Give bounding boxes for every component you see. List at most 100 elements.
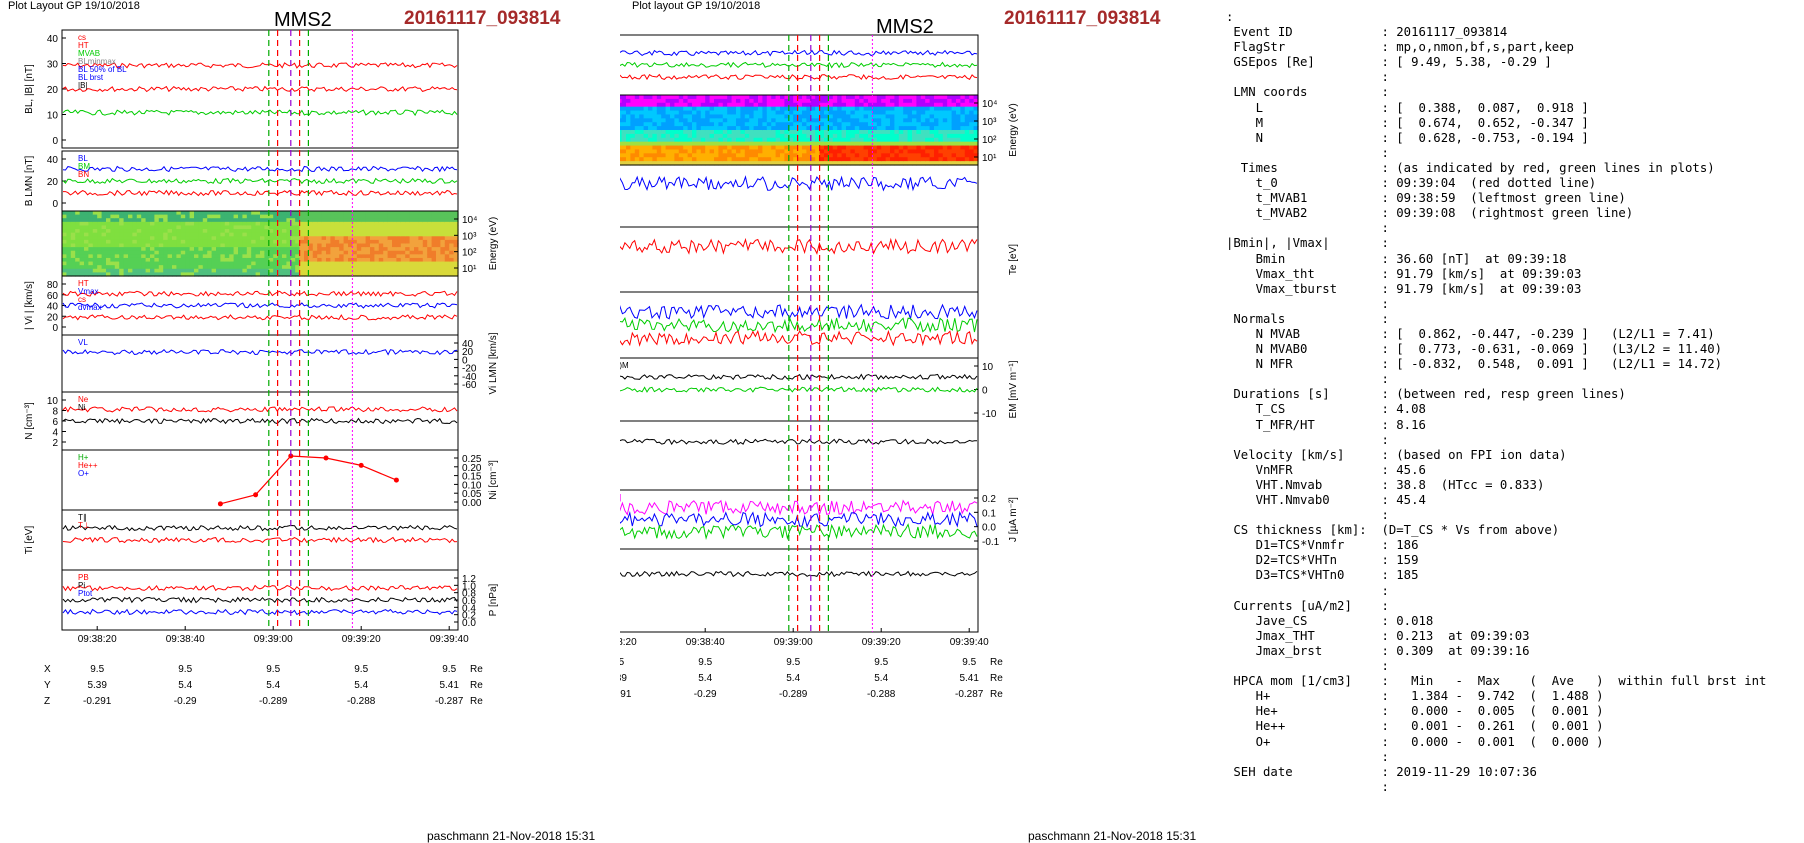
- spectrogram-cell: [246, 232, 252, 237]
- spectrogram-cell: [788, 157, 794, 162]
- spectrogram-cell: [876, 114, 882, 119]
- spectrogram-cell: [224, 268, 230, 273]
- spectrogram-cell: [264, 225, 270, 230]
- spectrogram-cell: [652, 126, 658, 131]
- spectrogram-cell: [643, 126, 649, 131]
- spectrogram-cell: [409, 218, 415, 223]
- spectrogram-cell: [339, 272, 345, 277]
- spectrogram-cell: [898, 149, 904, 154]
- spectrogram-cell: [692, 102, 697, 108]
- orbit-unit: Re: [470, 664, 483, 675]
- spectrogram-cell: [277, 243, 283, 248]
- spectrogram-cell: [780, 118, 785, 123]
- spectrogram-cell: [670, 137, 675, 143]
- spectrogram-cell: [392, 239, 397, 245]
- y-tick-label: 10³: [462, 231, 477, 242]
- spectrogram-cell: [136, 236, 142, 241]
- spectrogram-cell: [705, 98, 711, 104]
- spectrogram-cell: [876, 149, 882, 154]
- spectrogram-cell: [705, 122, 711, 127]
- spectrogram-cell: [66, 225, 72, 230]
- spectrogram-cell: [639, 122, 645, 127]
- orbit-unit: Re: [470, 680, 483, 691]
- spectrogram-cell: [863, 126, 869, 131]
- spectrogram-cell: [621, 133, 627, 139]
- spectrogram-cell: [951, 122, 957, 127]
- spectrogram-cell: [260, 261, 265, 266]
- spectrogram-cell: [740, 161, 746, 166]
- spectrogram-cell: [427, 254, 433, 259]
- spectrogram-cell: [841, 102, 847, 108]
- spectrogram-cell: [255, 229, 261, 234]
- spectrogram-cell: [304, 243, 309, 248]
- spectrogram-cell: [251, 268, 257, 273]
- spectrogram-cell: [951, 95, 957, 100]
- spectrogram-cell: [964, 130, 970, 135]
- spectrogram-cell: [674, 122, 680, 127]
- spectrogram-cell: [722, 118, 728, 123]
- spectrogram-cell: [942, 153, 948, 158]
- spectrogram-cell: [427, 225, 433, 230]
- spectrogram-cell: [387, 214, 393, 219]
- spectrogram-cell: [308, 254, 314, 259]
- spectrogram-cell: [758, 126, 763, 131]
- spectrogram-cell: [718, 114, 724, 119]
- spectrogram-cell: [264, 261, 270, 266]
- spectrogram-cell: [374, 239, 380, 245]
- spectrogram-cell: [797, 161, 803, 166]
- spectrogram-cell: [123, 261, 129, 266]
- spectrogram-cell: [784, 102, 790, 108]
- spectrogram-cell: [692, 161, 697, 166]
- spectrogram-cell: [431, 214, 437, 219]
- spectrogram-cell: [246, 272, 252, 277]
- spectrogram-cell: [850, 153, 856, 158]
- spectrogram-cell: [881, 126, 887, 131]
- spectrogram-cell: [938, 149, 944, 154]
- spectrogram-cell: [321, 272, 327, 277]
- spectrogram-cell: [255, 257, 261, 263]
- spectrogram-cell: [819, 98, 825, 104]
- spectrogram-cell: [110, 239, 116, 245]
- spectrogram-cell: [299, 221, 305, 227]
- spectrogram-cell: [409, 225, 415, 230]
- spectrogram-cell: [828, 141, 834, 147]
- spectrogram-cell: [942, 102, 948, 108]
- subplot-jmag: 0.30.20.1|J| [µA m⁻²]|J|: [620, 420, 979, 491]
- spectrogram-cell: [211, 261, 217, 266]
- spectrogram-cell: [330, 229, 336, 234]
- spectrogram-cell: [374, 243, 380, 248]
- spectrogram-cell: [106, 261, 111, 266]
- spectrogram-cell: [449, 236, 455, 241]
- spectrogram-cell: [330, 214, 336, 219]
- spectrogram-cell: [242, 225, 248, 230]
- spectrogram-cell: [317, 236, 323, 241]
- spectrogram-cell: [670, 149, 675, 154]
- y-tick-label: 0.1: [982, 508, 996, 519]
- spectrogram-cell: [216, 261, 221, 266]
- spectrogram-cell: [396, 247, 402, 252]
- spectrogram-cell: [973, 153, 979, 158]
- spectrogram-cell: [806, 122, 812, 127]
- spectrogram-cell: [128, 236, 133, 241]
- spectrogram-cell: [383, 232, 389, 237]
- spectrogram-cell: [876, 126, 882, 131]
- spectrogram-cell: [207, 225, 213, 230]
- spectrogram-cell: [819, 110, 825, 116]
- spectrogram-cell: [282, 218, 287, 223]
- spectrogram-cell: [674, 130, 680, 135]
- spectrogram-cell: [312, 239, 318, 245]
- spectrogram-cell: [898, 118, 904, 123]
- spectrogram-cell: [75, 218, 81, 223]
- spectrogram-cell: [934, 126, 939, 131]
- spectrogram-cell: [740, 95, 746, 100]
- spectrogram-cell: [220, 243, 226, 248]
- spectrogram-cell: [374, 229, 380, 234]
- spectrogram-cell: [934, 114, 939, 119]
- spectrogram-cell: [912, 133, 917, 139]
- spectrogram-cell: [321, 211, 327, 216]
- y-axis-label: Energy (eV): [488, 217, 499, 270]
- spectrogram-cell: [440, 272, 446, 277]
- spectrogram-cell: [220, 211, 226, 216]
